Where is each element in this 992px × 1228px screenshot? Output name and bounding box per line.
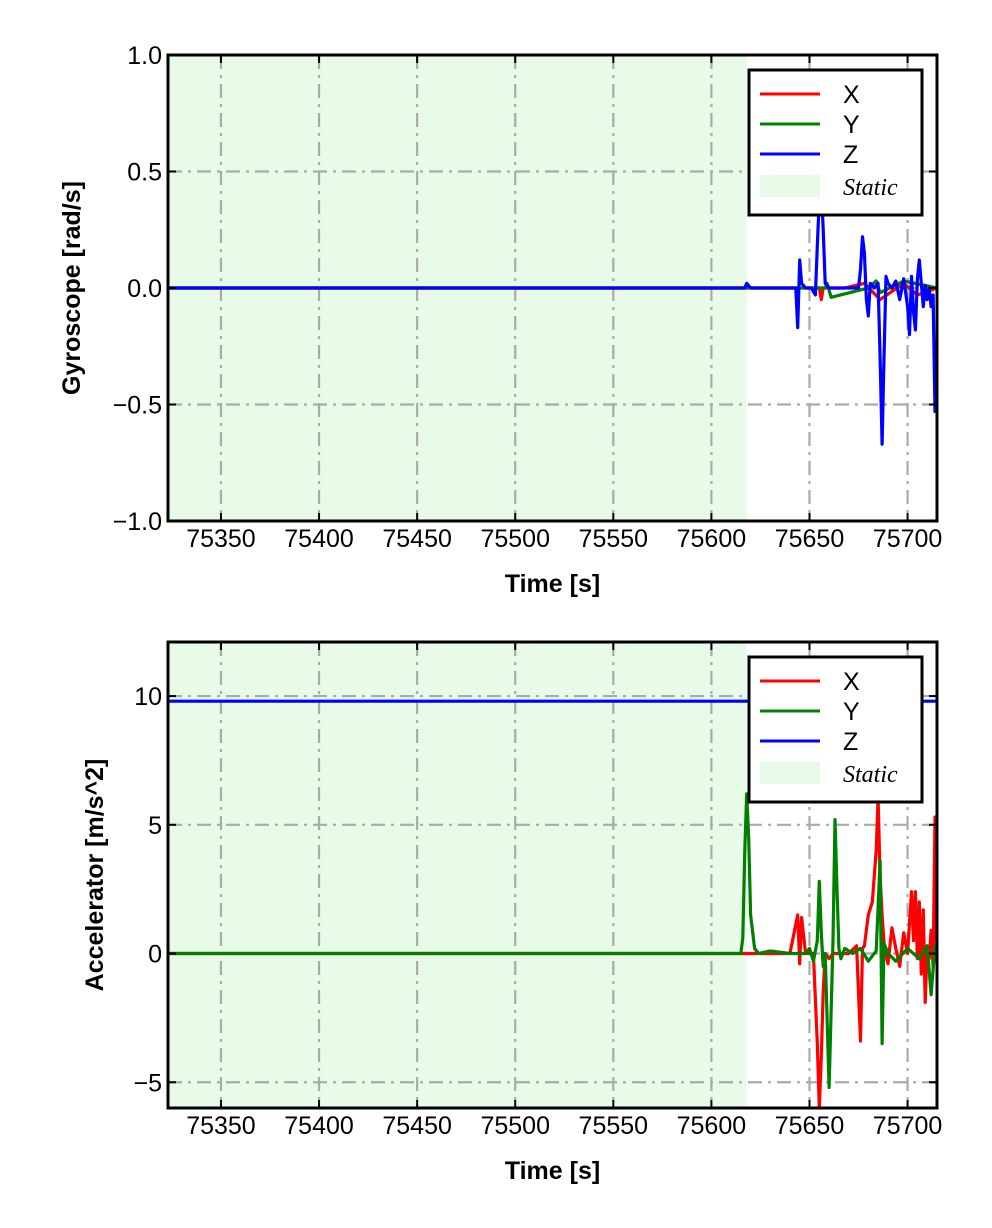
x-tick-label: 75450 (382, 525, 452, 553)
y-axis-title: Accelerator [m/s^2] (81, 759, 109, 992)
legend-label-z: Z (843, 141, 858, 169)
gyroscope-chart: 75350 75400 75450 75500 75550 75600 75650 75700… (58, 42, 942, 598)
x-tick-label: 75500 (480, 1112, 550, 1140)
legend-label-y: Y (843, 111, 860, 139)
static-region-fill (168, 642, 747, 1108)
y-tick-label: −0.5 (113, 392, 162, 420)
y-tick-label: 0.5 (127, 159, 162, 187)
legend: X Y Z Static (747, 655, 924, 804)
x-tick-label: 75350 (186, 1112, 256, 1140)
y-tick-label: 0 (148, 941, 162, 969)
series-line-z (168, 181, 939, 446)
legend-label-y: Y (843, 698, 860, 726)
x-axis-title: Time [s] (505, 1157, 600, 1185)
x-tick-label: 75550 (579, 525, 649, 553)
legend-swatch-static (760, 175, 820, 197)
x-tick-label: 75700 (873, 525, 943, 553)
legend-label-static: Static (843, 175, 898, 201)
x-tick-label: 75650 (775, 1112, 845, 1140)
ticks: 75350 75400 75450 75500 75550 75600 75650 75700… (113, 42, 943, 553)
legend-label-static: Static (843, 762, 898, 788)
plot-frame (166, 640, 939, 1110)
x-tick-label: 75450 (382, 1112, 452, 1140)
accelerator-chart: 75350 75400 75450 75500 75550 75600 75650 75700… (81, 640, 942, 1185)
x-tick-label: 75700 (873, 1112, 943, 1140)
legend: X Y Z Static (747, 68, 924, 217)
x-tick-label: 75550 (579, 1112, 649, 1140)
series-lines (168, 181, 939, 446)
legend-swatch-static (760, 762, 820, 784)
x-tick-label: 75350 (186, 525, 256, 553)
ticks: 75350 75400 75450 75500 75550 75600 75650 75700… (133, 642, 942, 1140)
y-tick-label: −5 (133, 1069, 162, 1097)
series-line-y (168, 792, 939, 1090)
x-tick-label: 75600 (677, 1112, 747, 1140)
x-tick-label: 75600 (677, 525, 747, 553)
x-axis-title: Time [s] (505, 570, 600, 598)
legend-label-z: Z (843, 728, 858, 756)
legend-label-x: X (843, 81, 860, 109)
x-tick-label: 75500 (480, 525, 550, 553)
x-tick-label: 75400 (284, 525, 354, 553)
y-tick-label: 10 (134, 683, 162, 711)
y-tick-label: 0.0 (127, 275, 162, 303)
legend-label-x: X (843, 668, 860, 696)
y-tick-label: 5 (148, 812, 162, 840)
x-tick-label: 75650 (775, 525, 845, 553)
y-tick-label: −1.0 (113, 508, 162, 536)
static-region (168, 642, 747, 1108)
y-tick-label: 1.0 (127, 42, 162, 70)
x-tick-label: 75400 (284, 1112, 354, 1140)
y-axis-title: Gyroscope [rad/s] (58, 181, 86, 395)
